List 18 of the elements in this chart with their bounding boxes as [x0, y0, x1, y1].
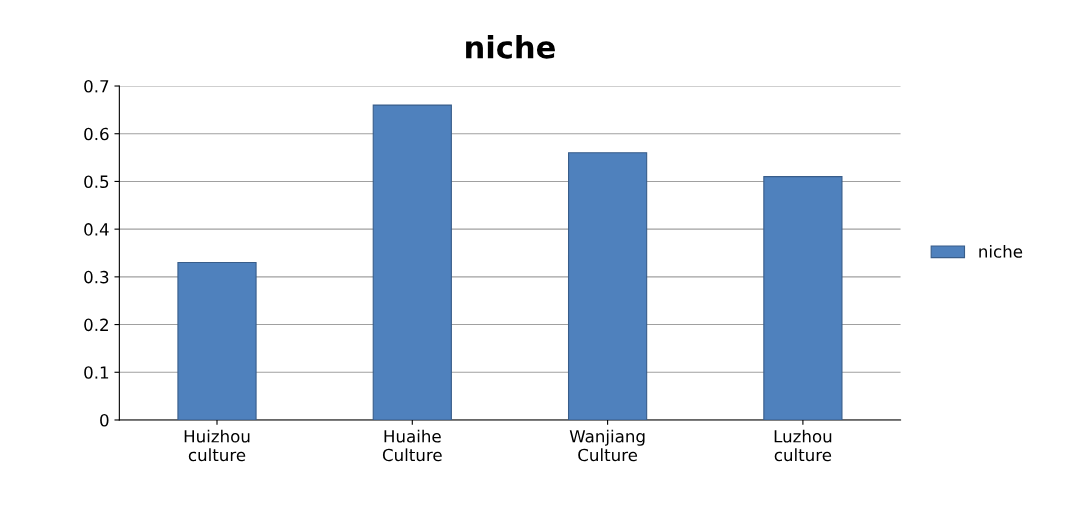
x-tick-label: Wanjiang Culture: [569, 429, 645, 462]
y-tick-label: 0.7: [84, 79, 109, 93]
y-tick-label: 0.4: [84, 223, 109, 236]
bar: [567, 152, 648, 420]
y-tick-label: 0: [100, 413, 109, 427]
x-tick-label: Huizhou culture: [184, 429, 250, 462]
bar: [763, 176, 843, 420]
y-tick-label: 0.1: [84, 366, 109, 379]
y-tick-label: 0.6: [84, 127, 109, 141]
y-tick-label: 0.3: [84, 270, 109, 284]
y-tick-label: 0.5: [84, 175, 109, 189]
x-tick-label: Huaihe Culture: [382, 429, 442, 462]
chart-title: niche: [466, 35, 555, 59]
x-tick-label: Luzhou culture: [774, 429, 832, 462]
legend-label: niche: [979, 244, 1023, 258]
bar: [177, 261, 257, 420]
y-tick-label: 0.2: [84, 318, 108, 332]
bar: [372, 104, 452, 420]
